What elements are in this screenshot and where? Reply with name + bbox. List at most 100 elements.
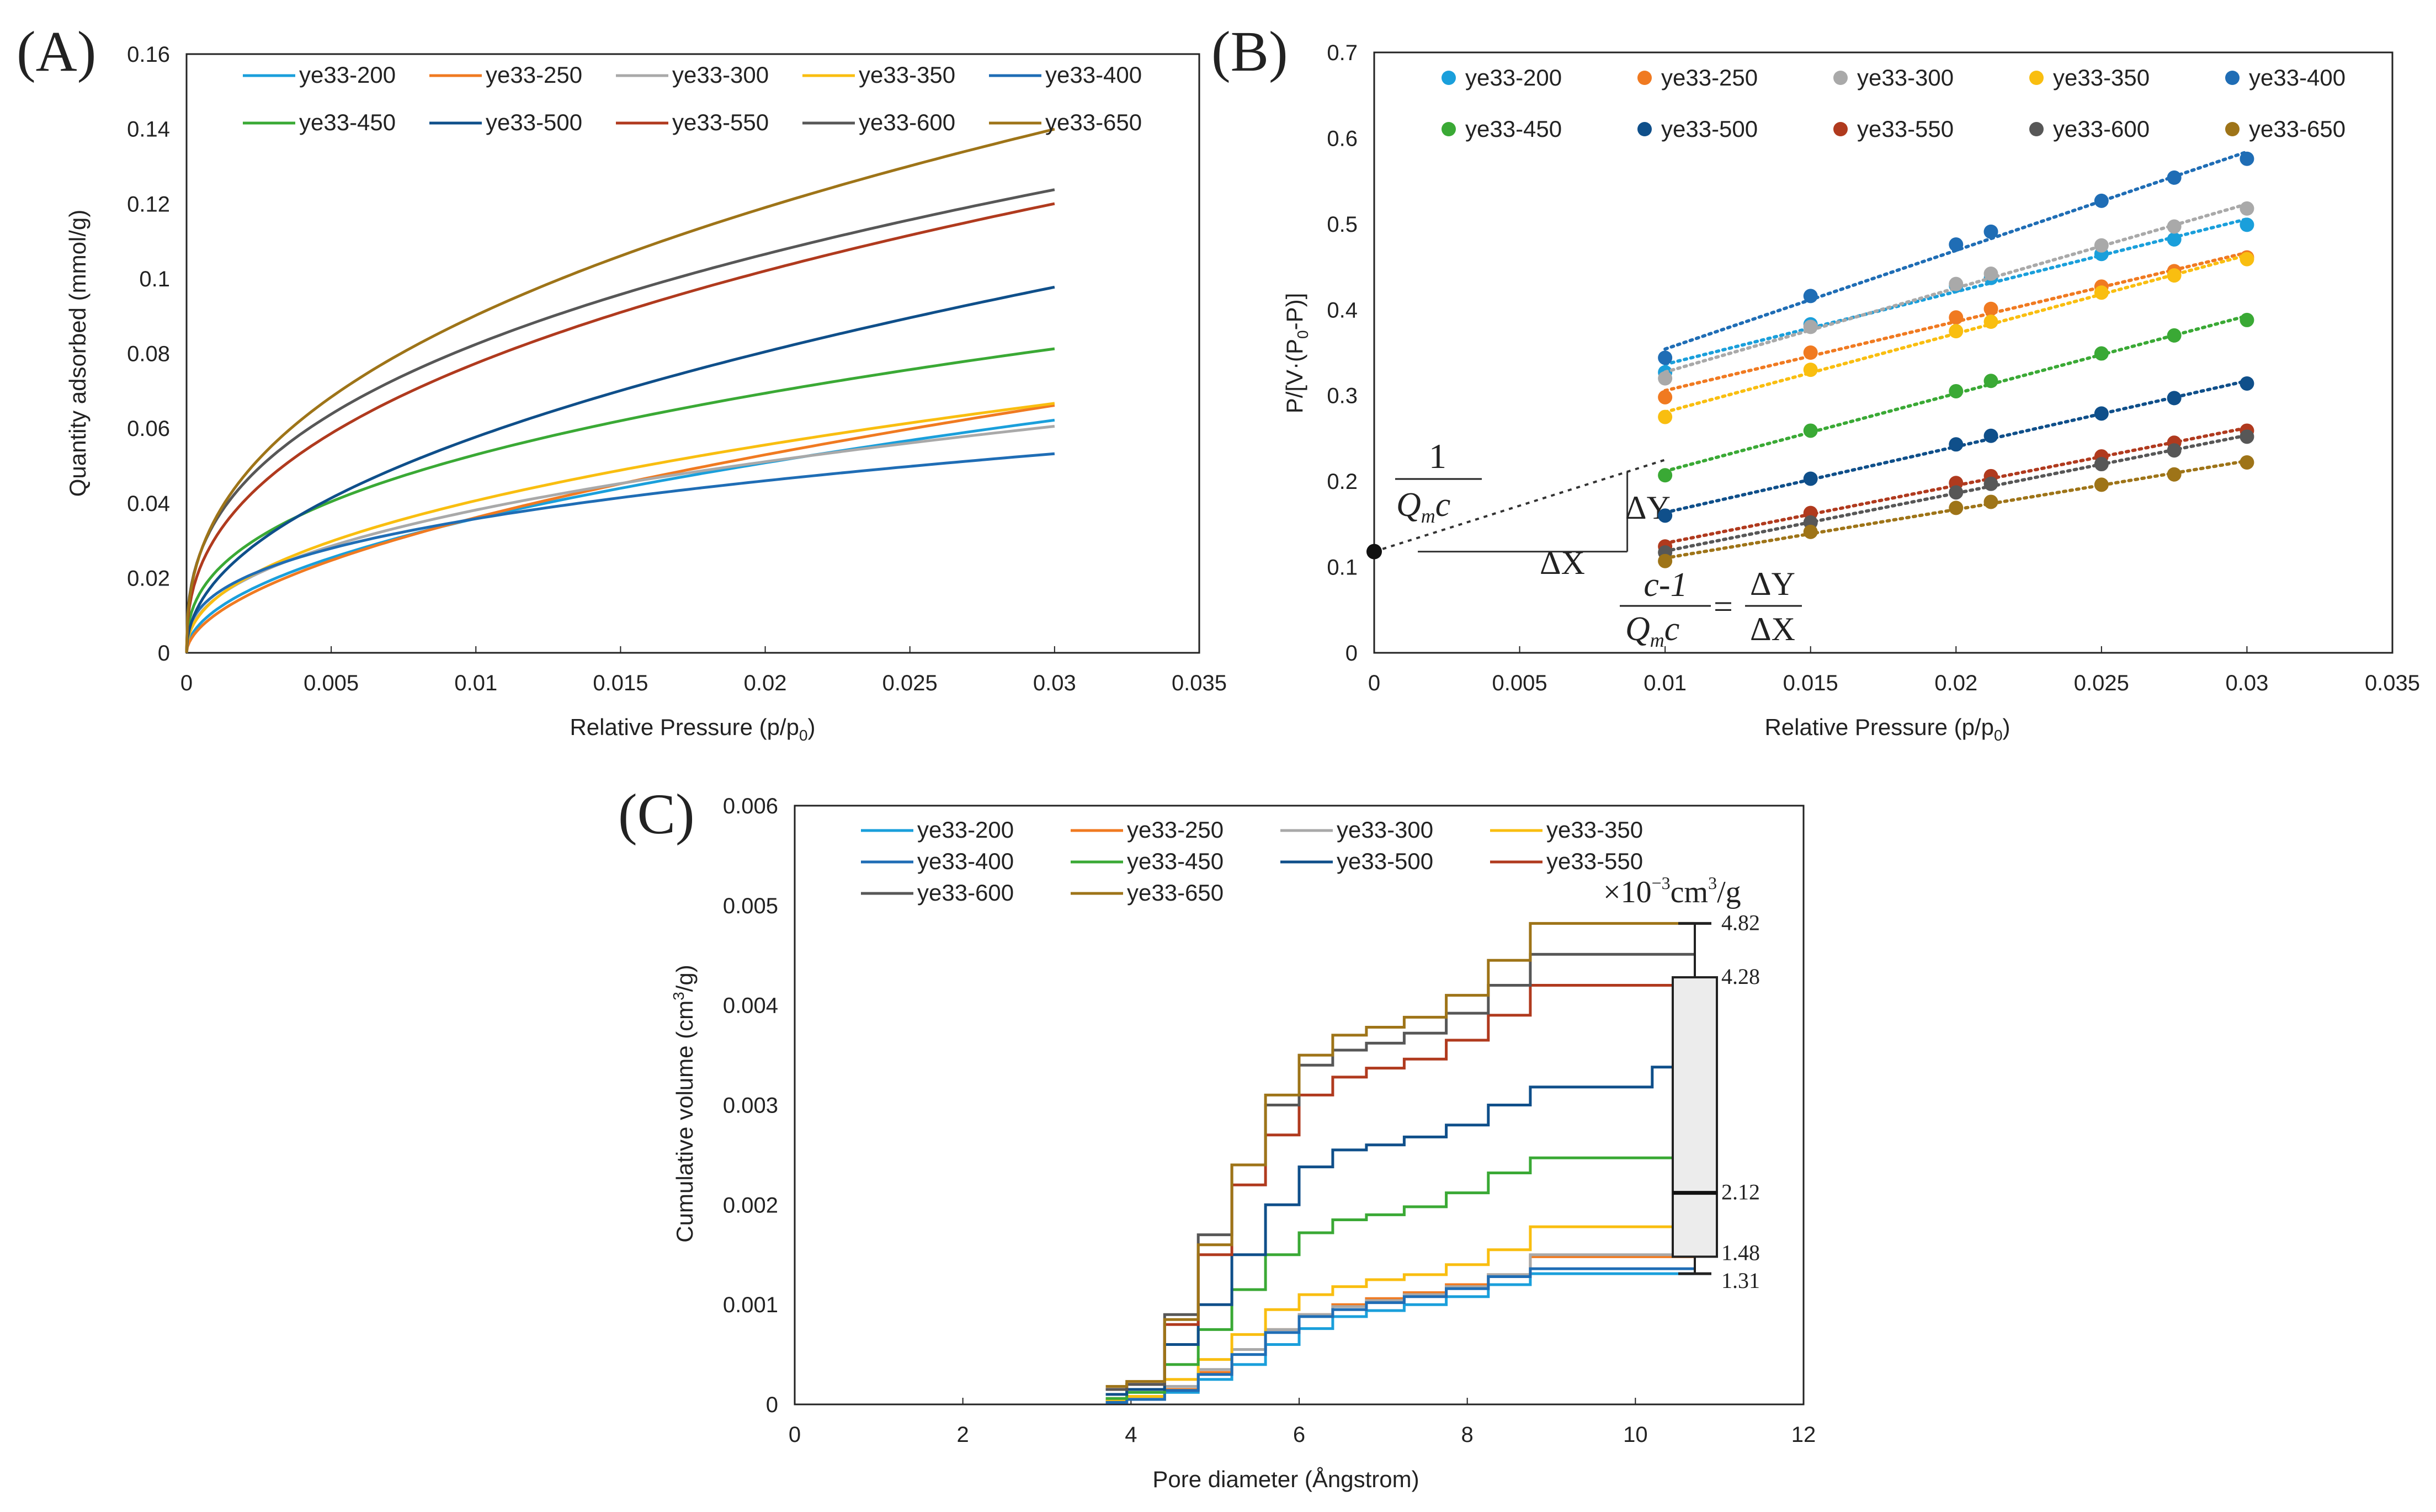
- legend-label: ye33-200: [1465, 65, 1562, 90]
- point-ye33-450: [1658, 468, 1673, 483]
- point-ye33-500: [1949, 437, 1964, 452]
- legend-label: ye33-250: [486, 62, 582, 88]
- ytick-label: 0: [1345, 641, 1358, 666]
- xtick-label: 0: [180, 671, 193, 695]
- point-ye33-500: [2240, 376, 2254, 391]
- ytick-label: 0.001: [723, 1293, 778, 1317]
- ytick-label: 0.2: [1327, 470, 1358, 494]
- point-ye33-400: [1803, 289, 1818, 304]
- xtick-label: 0.025: [2074, 671, 2129, 695]
- point-ye33-600: [1983, 476, 1998, 491]
- point-ye33-450: [2094, 346, 2109, 361]
- point-ye33-350: [2167, 268, 2182, 283]
- point-ye33-650: [1983, 494, 1998, 509]
- equation-dy: ΔY: [1750, 566, 1795, 602]
- point-ye33-400: [2094, 193, 2109, 208]
- point-ye33-500: [1803, 471, 1818, 486]
- equation-numerator: c-1: [1643, 566, 1687, 604]
- series-line-ye33-550: [1105, 984, 1694, 1391]
- panel-c-ylabel: Cumulative volume (cm3/g): [670, 965, 698, 1242]
- point-ye33-350: [1803, 363, 1818, 377]
- ytick-label: 0.06: [127, 417, 170, 441]
- xtick-label: 0.015: [1783, 671, 1838, 695]
- ytick-label: 0: [158, 641, 170, 666]
- point-ye33-400: [1983, 224, 1998, 239]
- legend-swatch: [1637, 71, 1652, 85]
- legend-label: ye33-250: [1127, 817, 1224, 843]
- xtick-label: 0.005: [1492, 671, 1547, 695]
- point-ye33-650: [1803, 524, 1818, 539]
- point-ye33-450: [2240, 312, 2254, 327]
- legend-label: ye33-550: [1546, 848, 1643, 874]
- ytick-label: 0.12: [127, 192, 170, 216]
- ytick-label: 0.004: [723, 994, 778, 1018]
- extrapolation-line: [1374, 459, 1666, 553]
- point-ye33-600: [2240, 429, 2254, 444]
- xtick-label: 0.005: [304, 671, 359, 695]
- legend-label: ye33-300: [1337, 817, 1433, 843]
- point-ye33-300: [1658, 371, 1673, 386]
- legend-label: ye33-350: [1546, 817, 1643, 843]
- point-ye33-650: [2240, 455, 2254, 470]
- xtick-label: 0.03: [1033, 671, 1076, 695]
- legend-label: ye33-300: [1857, 65, 1954, 90]
- point-ye33-500: [2167, 391, 2182, 406]
- boxplot-value-label: 4.28: [1721, 964, 1760, 989]
- ytick-label: 0.3: [1327, 384, 1358, 408]
- ytick-label: 0.02: [127, 566, 170, 590]
- xtick-label: 10: [1623, 1423, 1648, 1447]
- panel-c-chart: (C) 0 2 4 6 8 10 12 0 0.001 0.002 0.003 0.004 0.005 0…: [618, 782, 1816, 1492]
- ytick-label: 0.08: [127, 342, 170, 366]
- panel-c-xlabel: Pore diameter (Ångstrom): [1152, 1466, 1419, 1492]
- legend-label: ye33-550: [1857, 116, 1954, 142]
- legend-swatch: [2225, 122, 2240, 136]
- xtick-label: 6: [1293, 1423, 1305, 1447]
- legend-label: ye33-450: [1465, 116, 1562, 142]
- legend-swatch: [1442, 122, 1456, 136]
- ytick-label: 0.6: [1327, 126, 1358, 151]
- legend-swatch: [1637, 122, 1652, 136]
- legend-label: ye33-650: [1127, 880, 1224, 906]
- point-ye33-450: [1803, 423, 1818, 438]
- ytick-label: 0.005: [723, 894, 778, 918]
- point-ye33-300: [2167, 219, 2182, 234]
- series-line-ye33-500: [1105, 1066, 1694, 1396]
- series-line-ye33-600: [185, 188, 1055, 653]
- legend-label: ye33-450: [299, 109, 396, 135]
- legend-swatch: [2029, 71, 2044, 85]
- point-ye33-200: [2167, 232, 2182, 247]
- legend-swatch: [1442, 71, 1456, 85]
- point-ye33-650: [2167, 467, 2182, 482]
- xtick-label: 0.015: [593, 671, 648, 695]
- trend-line-ye33-300: [1663, 202, 2249, 374]
- point-ye33-500: [1658, 508, 1673, 523]
- series-line-ye33-400: [185, 452, 1055, 653]
- series-line-ye33-300: [185, 425, 1055, 653]
- legend-label: ye33-500: [486, 109, 582, 135]
- legend-label: ye33-500: [1661, 116, 1758, 142]
- legend-label: ye33-400: [1045, 62, 1142, 88]
- xtick-label: 0: [1368, 671, 1380, 695]
- legend-label: ye33-400: [2249, 65, 2345, 90]
- panel-b-frame: [1373, 51, 2394, 654]
- xtick-label: 0.02: [744, 671, 787, 695]
- series-line-ye33-400: [1105, 1267, 1694, 1404]
- point-ye33-450: [1949, 384, 1964, 398]
- legend-swatch: [2029, 122, 2044, 136]
- point-ye33-300: [2094, 238, 2109, 253]
- series-line-ye33-500: [185, 285, 1055, 653]
- legend-label: ye33-350: [859, 62, 955, 88]
- xtick-label: 0: [789, 1423, 801, 1447]
- legend-label: ye33-500: [1337, 848, 1433, 874]
- series-line-ye33-450: [185, 347, 1055, 653]
- point-ye33-300: [1803, 320, 1818, 334]
- legend-label: ye33-600: [917, 880, 1014, 906]
- series-line-ye33-350: [1105, 1225, 1694, 1402]
- panel-c-label: (C): [618, 782, 695, 846]
- point-ye33-650: [1658, 553, 1673, 568]
- equation-denominator: Qmc: [1625, 610, 1679, 651]
- legend-label: ye33-200: [917, 817, 1014, 843]
- ytick-label: 0.006: [723, 794, 778, 818]
- point-ye33-350: [2240, 252, 2254, 267]
- point-ye33-400: [1949, 237, 1964, 252]
